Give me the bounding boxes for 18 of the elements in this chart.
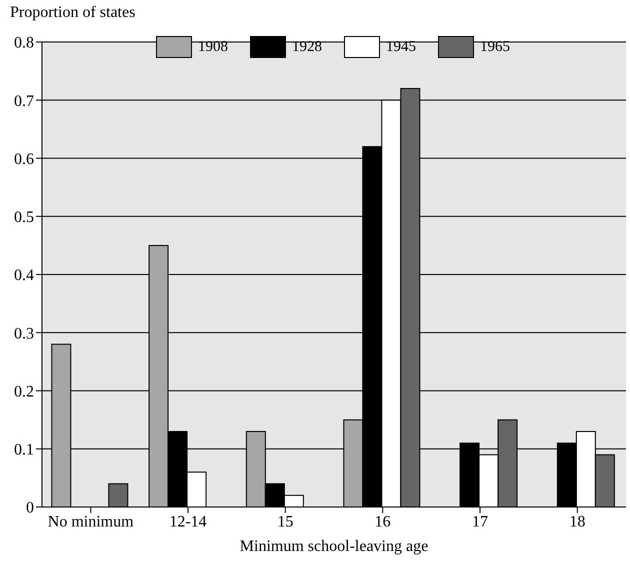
- y-tick-label: 0.2: [14, 383, 34, 400]
- y-axis-title: Proportion of states: [10, 4, 136, 22]
- y-tick-label: 0.6: [14, 150, 34, 168]
- y-tick-label: 0.7: [14, 92, 34, 110]
- y-tick-label: 0.8: [14, 34, 34, 52]
- x-tick-label: 17: [472, 513, 488, 530]
- x-tick-label: 15: [277, 513, 294, 530]
- x-axis-title: Minimum school-leaving age: [240, 538, 428, 555]
- y-tick-label: 0: [26, 500, 34, 517]
- x-tick-label: 18: [569, 513, 586, 530]
- x-tick-label: 16: [374, 513, 391, 530]
- y-tick-label: 0.4: [14, 267, 34, 284]
- y-tick-label: 0.3: [14, 325, 34, 342]
- bar: [108, 483, 128, 507]
- x-tick-label: 12-14: [169, 513, 207, 530]
- y-tick-label: 0.5: [14, 209, 34, 226]
- y-tick-label: 0.1: [14, 442, 34, 459]
- x-tick-label: No minimum: [48, 513, 134, 530]
